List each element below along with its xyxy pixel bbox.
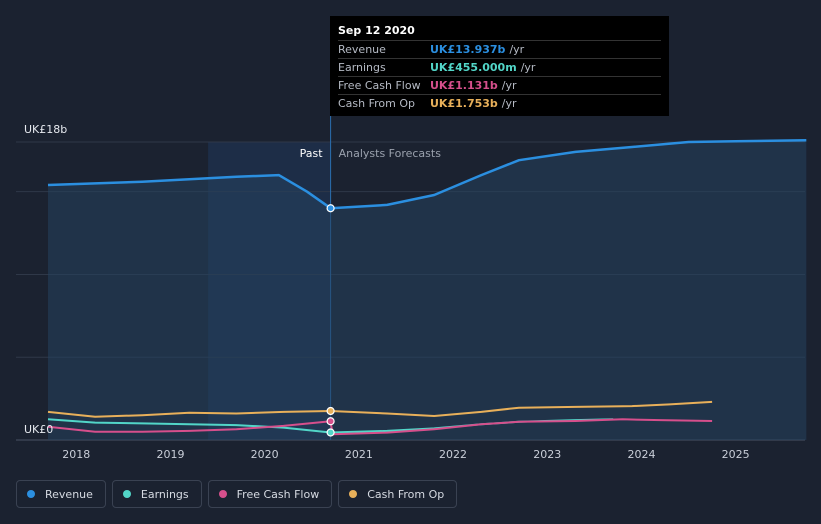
legend-label: Earnings — [140, 487, 189, 501]
chart-area: UK£18b UK£0 Past Analysts Forecasts 2018 2019… — [16, 95, 807, 461]
tooltip-label: Earnings — [338, 61, 386, 74]
highlight-point-free-cash-flow — [326, 417, 335, 426]
legend-item-cash-from-op[interactable]: Cash From Op — [338, 480, 458, 508]
legend-item-free-cash-flow[interactable]: Free Cash Flow — [207, 480, 333, 508]
legend-dot-icon — [349, 490, 358, 498]
highlight-point-earnings — [326, 428, 335, 437]
revenue-area — [48, 140, 807, 441]
legend-dot-icon — [218, 490, 227, 498]
series-line-revenue — [47, 139, 807, 210]
tooltip-unit: /yr — [501, 79, 517, 92]
x-tick-label: 2023 — [533, 448, 561, 461]
tooltip-label: Revenue — [338, 43, 386, 56]
legend-item-earnings[interactable]: Earnings — [111, 480, 202, 508]
series-line-cash-from-op — [47, 400, 713, 418]
y-axis-top-label: UK£18b — [24, 123, 67, 136]
highlight-point-cash-from-op — [326, 406, 335, 416]
x-tick-label: 2020 — [251, 448, 279, 461]
x-tick-label: 2025 — [722, 448, 750, 461]
tooltip-value: UK£1.131b — [430, 79, 498, 92]
tooltip-unit: /yr — [509, 43, 525, 56]
legend-dot-icon — [122, 490, 131, 498]
x-tick-label: 2019 — [156, 448, 184, 461]
tooltip-row-cash-from-op: Cash From Op UK£1.753b /yr — [338, 94, 661, 112]
x-tick-label: 2024 — [627, 448, 655, 461]
legend-dot-icon — [27, 490, 35, 498]
tooltip-label: Cash From Op — [338, 97, 416, 110]
tooltip-unit: /yr — [520, 61, 536, 74]
legend-label: Cash From Op — [367, 487, 445, 501]
tooltip-row-revenue: Revenue UK£13.937b /yr — [338, 40, 661, 58]
highlight-point-revenue — [326, 204, 335, 213]
tooltip-date: Sep 12 2020 — [338, 24, 415, 37]
legend-label: Free Cash Flow — [236, 487, 320, 501]
tooltip: Sep 12 2020 Revenue UK£13.937b /yr Earni… — [330, 16, 669, 116]
legend: Revenue Earnings Free Cash Flow Cash Fro… — [16, 480, 458, 510]
tooltip-label: Free Cash Flow — [338, 79, 421, 92]
tooltip-value: UK£455.000m — [430, 61, 517, 74]
forecast-label: Analysts Forecasts — [339, 147, 442, 160]
past-label: Past — [300, 147, 324, 160]
tooltip-row-free-cash-flow: Free Cash Flow UK£1.131b /yr — [338, 76, 661, 94]
tooltip-row-earnings: Earnings UK£455.000m /yr — [338, 58, 661, 76]
x-tick-label: 2018 — [62, 448, 90, 461]
tooltip-value: UK£13.937b — [430, 43, 506, 56]
y-axis-bottom-label: UK£0 — [24, 423, 53, 436]
legend-item-revenue[interactable]: Revenue — [16, 480, 106, 508]
legend-label: Revenue — [45, 487, 93, 501]
series-line-free-cash-flow — [47, 418, 713, 436]
x-tick-label: 2022 — [439, 448, 467, 461]
tooltip-unit: /yr — [501, 97, 517, 110]
x-tick-label: 2021 — [345, 448, 373, 461]
tooltip-value: UK£1.753b — [430, 97, 498, 110]
